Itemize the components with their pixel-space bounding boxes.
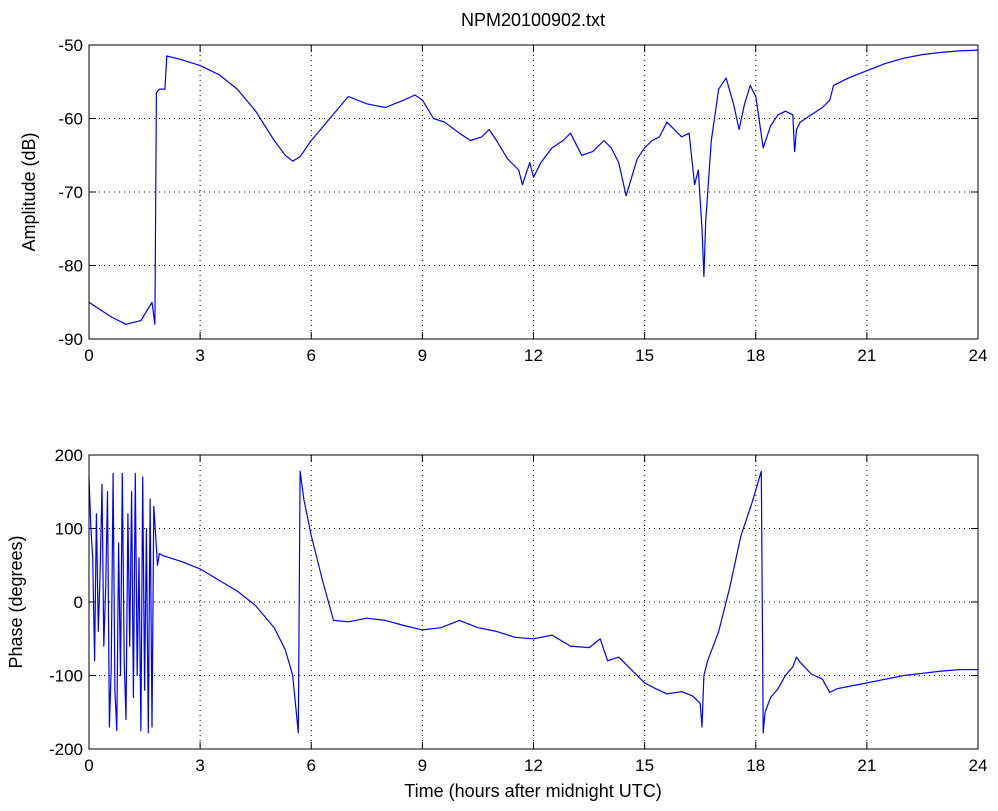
amplitude-xtick-label: 3 bbox=[195, 346, 204, 365]
amplitude-axes-frame bbox=[88, 44, 979, 340]
phase-ytick-label: 100 bbox=[55, 520, 83, 539]
amplitude-grid bbox=[89, 45, 978, 339]
phase-ytick-label: -100 bbox=[49, 667, 83, 686]
amplitude-xtick-label: 12 bbox=[524, 346, 543, 365]
amplitude-xtick-label: 9 bbox=[418, 346, 427, 365]
x-axis-label: Time (hours after midnight UTC) bbox=[404, 781, 661, 801]
phase-series-line bbox=[88, 470, 978, 734]
phase-tick-labels: 0 3 6 9 12 15 18 21 24 -200 -100 0 100 200 bbox=[49, 446, 987, 775]
amplitude-panel: 0 3 6 9 12 15 18 21 24 -90 -80 -70 -60 -50 Amplitude … bbox=[19, 36, 987, 365]
phase-ytick-label: -200 bbox=[49, 740, 83, 759]
amplitude-xtick-label: 21 bbox=[857, 346, 876, 365]
phase-xtick-label: 18 bbox=[746, 756, 765, 775]
phase-xtick-label: 3 bbox=[195, 756, 204, 775]
phase-ylabel: Phase (degrees) bbox=[6, 535, 26, 668]
phase-xtick-label: 24 bbox=[969, 756, 988, 775]
phase-xtick-label: 21 bbox=[857, 756, 876, 775]
phase-panel: 0 3 6 9 12 15 18 21 24 -200 -100 0 100 200 Phase (deg… bbox=[6, 446, 987, 775]
amplitude-xtick-label: 18 bbox=[746, 346, 765, 365]
phase-ytick-label: 200 bbox=[55, 446, 83, 465]
phase-xtick-label: 6 bbox=[307, 756, 316, 775]
amplitude-ytick-label: -90 bbox=[58, 330, 83, 349]
figure-title: NPM20100902.txt bbox=[461, 10, 605, 30]
phase-ytick-label: 0 bbox=[74, 593, 83, 612]
amplitude-xtick-label: 0 bbox=[84, 346, 93, 365]
amplitude-ytick-label: -50 bbox=[58, 36, 83, 55]
amplitude-ytick-label: -80 bbox=[58, 257, 83, 276]
phase-axes-frame bbox=[88, 454, 979, 750]
phase-grid bbox=[89, 455, 978, 749]
amplitude-plot-area bbox=[88, 49, 979, 325]
amplitude-ylabel: Amplitude (dB) bbox=[19, 132, 39, 251]
amplitude-xtick-label: 6 bbox=[307, 346, 316, 365]
amplitude-xtick-label: 24 bbox=[969, 346, 988, 365]
amplitude-xtick-label: 15 bbox=[635, 346, 654, 365]
phase-plot-area bbox=[88, 470, 978, 734]
amplitude-ytick-label: -70 bbox=[58, 183, 83, 202]
phase-xtick-label: 9 bbox=[418, 756, 427, 775]
phase-xtick-label: 15 bbox=[635, 756, 654, 775]
amplitude-tick-labels: 0 3 6 9 12 15 18 21 24 -90 -80 -70 -60 -50 bbox=[58, 36, 987, 365]
phase-xtick-label: 12 bbox=[524, 756, 543, 775]
phase-xtick-label: 0 bbox=[84, 756, 93, 775]
amplitude-ytick-label: -60 bbox=[58, 110, 83, 129]
amplitude-series-line bbox=[88, 49, 979, 325]
